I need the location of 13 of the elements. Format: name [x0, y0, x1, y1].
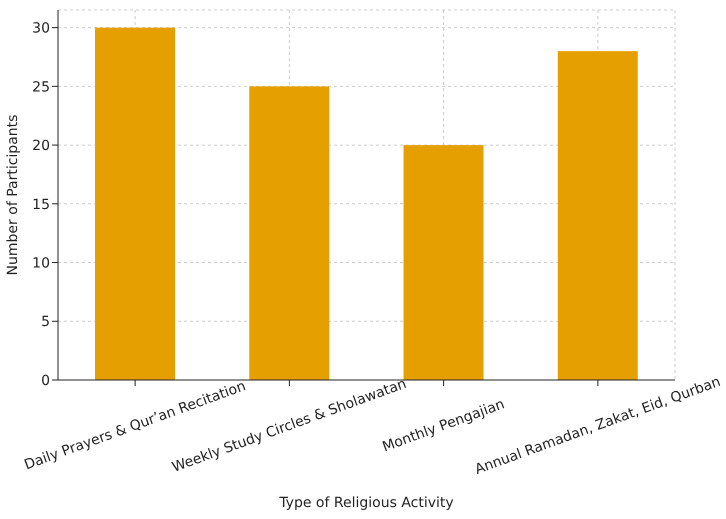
y-tick-label: 15 [32, 196, 50, 213]
bar [249, 86, 330, 380]
y-tick-label: 10 [32, 256, 50, 272]
bar [558, 51, 638, 380]
y-axis-title: Number of Participants [4, 114, 21, 276]
x-axis-title: Type of Religious Activity [278, 495, 454, 511]
y-tick-label: 25 [32, 79, 50, 96]
y-tick-label: 0 [41, 372, 50, 389]
y-tick-label: 5 [41, 314, 50, 330]
y-tick-label: 30 [32, 20, 50, 37]
bar [95, 28, 176, 380]
bar [404, 145, 484, 380]
y-tick-label: 20 [32, 138, 50, 154]
